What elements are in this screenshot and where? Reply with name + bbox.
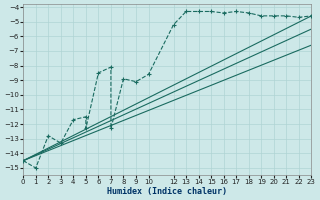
X-axis label: Humidex (Indice chaleur): Humidex (Indice chaleur) bbox=[107, 187, 227, 196]
